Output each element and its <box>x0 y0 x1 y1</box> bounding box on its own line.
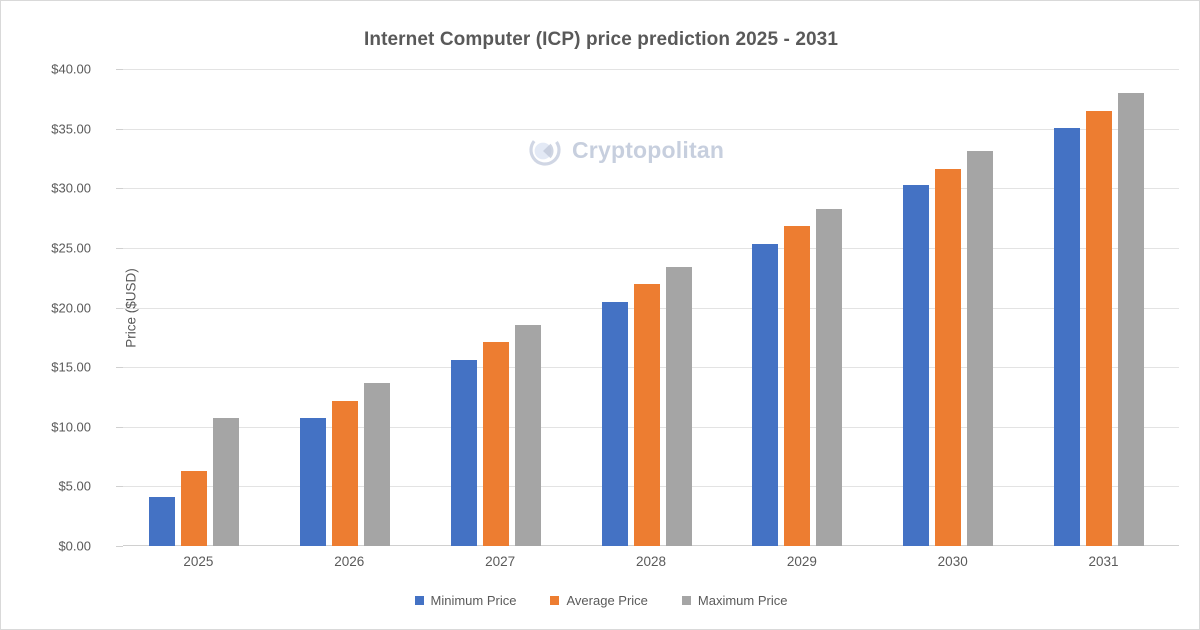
bar[interactable] <box>935 168 962 546</box>
bar[interactable] <box>181 471 207 546</box>
x-axis-tick-label: 2029 <box>786 554 817 569</box>
legend-item[interactable]: Maximum Price <box>681 593 788 608</box>
legend-swatch <box>550 596 560 605</box>
legend-swatch <box>681 596 691 605</box>
y-axis-tick-mark <box>116 546 123 547</box>
bar[interactable] <box>363 383 390 546</box>
x-axis-tick-label: 2027 <box>485 554 516 569</box>
legend-label: Minimum Price <box>430 593 517 608</box>
plot-area: $0.00 $5.00 $10.00 $15.00 $20.00 $25.00 $30.00… <box>51 62 1179 569</box>
bar[interactable] <box>514 324 541 546</box>
bar-group <box>576 69 727 546</box>
y-axis-tick-mark <box>116 486 123 488</box>
bar[interactable] <box>903 185 930 546</box>
bar[interactable] <box>213 417 239 546</box>
bar[interactable] <box>331 400 358 546</box>
bar[interactable] <box>665 266 692 546</box>
chart-legend: Minimum Price Average Price Maximum Price <box>1 593 1199 608</box>
y-axis-tick-mark <box>116 367 123 369</box>
bar[interactable] <box>482 342 509 546</box>
y-axis-tick-mark <box>116 188 123 190</box>
legend-label: Maximum Price <box>697 593 788 608</box>
y-axis-tick-mark <box>116 426 123 428</box>
bar[interactable] <box>1118 92 1145 546</box>
bar-group <box>274 69 425 546</box>
y-axis-tick-label: $30.00 <box>51 180 91 196</box>
bar[interactable] <box>450 359 477 546</box>
bar-group <box>425 69 576 546</box>
y-axis-tick-label: $20.00 <box>51 300 91 315</box>
gridline <box>123 247 1179 249</box>
y-axis-tick-label: $10.00 <box>51 419 91 435</box>
bar[interactable] <box>784 226 811 546</box>
bar[interactable] <box>1086 110 1113 546</box>
bar-group <box>877 69 1028 546</box>
bar-group <box>123 69 274 546</box>
bar[interactable] <box>149 496 175 546</box>
y-axis-tick-mark <box>116 247 123 249</box>
y-axis-tick-label: $0.00 <box>58 538 91 554</box>
bar-group <box>1028 69 1179 546</box>
legend-item[interactable]: Average Price <box>550 593 648 608</box>
bar[interactable] <box>633 284 660 546</box>
x-axis-tick-label: 2028 <box>635 554 667 569</box>
legend-swatch <box>414 596 424 605</box>
y-axis-tick-mark <box>116 128 123 130</box>
legend-item[interactable]: Minimum Price <box>414 593 517 608</box>
gridline <box>123 128 1179 130</box>
y-axis-tick-label: $15.00 <box>51 359 91 375</box>
bar[interactable] <box>299 418 326 546</box>
x-axis-tick-label: 2030 <box>937 554 968 569</box>
y-axis-tick-label: $5.00 <box>58 478 91 494</box>
y-axis-tick-mark <box>116 69 123 70</box>
x-axis-tick-label: 2031 <box>1088 554 1119 569</box>
bar[interactable] <box>1054 128 1081 546</box>
gridline <box>123 188 1179 190</box>
bar-group <box>726 69 877 546</box>
y-axis-tick-label: $25.00 <box>51 240 91 256</box>
x-axis-tick-label: 2026 <box>334 554 365 569</box>
bar[interactable] <box>601 301 628 546</box>
gridline <box>123 69 1179 70</box>
bar[interactable] <box>752 244 779 546</box>
bar[interactable] <box>816 208 843 546</box>
y-axis-tick-label: $40.00 <box>51 61 91 77</box>
x-axis-tick-label: 2025 <box>183 554 214 569</box>
y-axis-tick-mark <box>116 307 123 309</box>
chart-title: Internet Computer (ICP) price prediction… <box>364 29 838 50</box>
bar[interactable] <box>967 150 994 546</box>
legend-label: Average Price <box>566 593 648 608</box>
y-axis-tick-label: $35.00 <box>51 121 91 137</box>
